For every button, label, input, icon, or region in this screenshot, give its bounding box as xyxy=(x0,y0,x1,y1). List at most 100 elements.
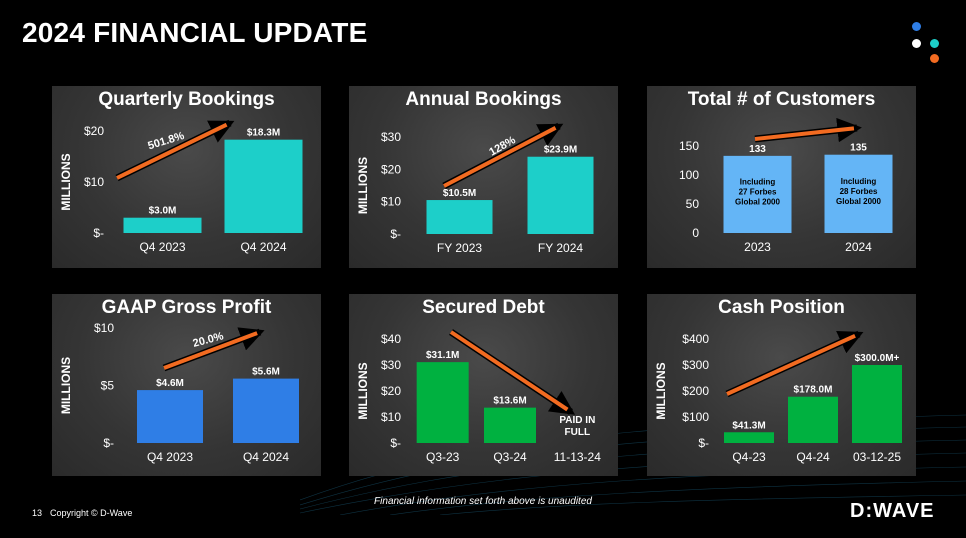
data-label: $18.3M xyxy=(247,128,280,139)
y-tick-label: $20 xyxy=(381,384,401,398)
x-tick-label: Q3-24 xyxy=(493,450,527,464)
brand-logo: D:WAVE xyxy=(850,500,935,522)
data-label: $3.0M xyxy=(149,206,177,217)
panel-title: Cash Position xyxy=(718,297,845,318)
data-label: $41.3M xyxy=(732,420,765,431)
data-label: $300.0M+ xyxy=(855,353,900,364)
white-dot-icon xyxy=(912,39,921,48)
x-tick-label: 2023 xyxy=(744,240,771,254)
data-label: $5.6M xyxy=(252,367,280,378)
y-tick-label: $40 xyxy=(381,332,401,346)
bar-note: 27 Forbes xyxy=(739,187,777,196)
quarterly-bookings-panel: Quarterly Bookings MILLIONS $- $10 $20 $3.0M… xyxy=(52,86,321,268)
x-tick-label: Q4 2023 xyxy=(139,240,185,254)
data-label: 135 xyxy=(850,143,867,154)
trend-arrow xyxy=(443,126,557,188)
data-label: $10.5M xyxy=(443,188,476,199)
x-tick-label: Q4 2024 xyxy=(240,240,286,254)
teal-dot-icon xyxy=(930,39,939,48)
page-number: 13 xyxy=(32,508,43,518)
bar xyxy=(723,155,792,233)
orange-dot-icon xyxy=(930,54,939,63)
bar xyxy=(724,432,774,443)
y-tick-label: $20 xyxy=(381,162,401,176)
annual-bookings-chart: MILLIONS $- $10 $20 $30 $10.5M FY 2023 $23.9M FY… xyxy=(356,122,594,255)
data-label: $13.6M xyxy=(493,396,526,407)
y-axis-label: MILLIONS xyxy=(356,362,370,419)
x-tick-label: FY 2024 xyxy=(538,241,583,255)
bar xyxy=(824,154,893,233)
panel-title: Secured Debt xyxy=(422,297,545,318)
y-tick-label: 0 xyxy=(692,226,699,240)
y-tick-label: $100 xyxy=(682,410,709,424)
bar-note: Including xyxy=(841,177,877,186)
y-axis-label: MILLIONS xyxy=(654,362,668,419)
cash-position-panel: Cash Position MILLIONS $- $100 $200 $300 $400… xyxy=(647,294,916,476)
bar xyxy=(484,407,536,443)
disclaimer-text: Financial information set forth above is… xyxy=(374,496,592,507)
bar xyxy=(416,362,469,443)
x-tick-label: 2024 xyxy=(845,240,872,254)
y-tick-label: $300 xyxy=(682,358,709,372)
trend-arrow xyxy=(163,331,258,370)
x-tick-label: 11-13-24 xyxy=(554,450,601,464)
bar xyxy=(527,156,594,234)
bar-note: Including xyxy=(740,177,776,186)
x-tick-label: Q3-23 xyxy=(426,450,460,464)
y-tick-label: 50 xyxy=(686,197,700,211)
data-label: $23.9M xyxy=(544,145,577,156)
x-tick-label: Q4-24 xyxy=(796,450,830,464)
panel-title: Annual Bookings xyxy=(405,89,562,110)
x-tick-label: Q4-23 xyxy=(732,450,766,464)
bar xyxy=(788,396,838,443)
y-tick-label: 150 xyxy=(679,139,699,153)
y-tick-label: $20 xyxy=(84,124,104,138)
trend-arrow xyxy=(449,330,569,412)
y-tick-label: $10 xyxy=(84,175,104,189)
panel-title: GAAP Gross Profit xyxy=(101,297,272,318)
total-customers-panel: Total # of Customers 0 50 100 150 133 Includi… xyxy=(647,86,916,268)
y-axis-label: MILLIONS xyxy=(59,357,73,414)
y-tick-label: $- xyxy=(698,436,709,450)
blue-dot-icon xyxy=(912,22,921,31)
data-label: FULL xyxy=(565,427,591,438)
data-label: $4.6M xyxy=(156,378,184,389)
secured-debt-chart: MILLIONS $- $10 $20 $30 $40 $31.1M Q3-23 $13.6M Q… xyxy=(356,329,601,464)
data-label: PAID IN xyxy=(559,415,595,426)
bar-note: 28 Forbes xyxy=(840,187,878,196)
bar xyxy=(224,139,303,233)
y-tick-label: $- xyxy=(103,436,114,450)
y-tick-label: $10 xyxy=(94,321,114,335)
y-tick-label: 100 xyxy=(679,168,699,182)
trend-arrow xyxy=(754,126,855,141)
y-tick-label: $- xyxy=(390,227,401,241)
bar-note: Global 2000 xyxy=(836,197,881,206)
y-tick-label: $- xyxy=(93,226,104,240)
y-tick-label: $30 xyxy=(381,130,401,144)
bar xyxy=(123,217,202,233)
annual-bookings-panel: Annual Bookings MILLIONS $- $10 $20 $30 $10.5… xyxy=(349,86,618,268)
x-tick-label: Q4 2023 xyxy=(147,450,193,464)
x-tick-label: FY 2023 xyxy=(437,241,482,255)
y-tick-label: $30 xyxy=(381,358,401,372)
bar-note: Global 2000 xyxy=(735,197,780,206)
cash-position-chart: MILLIONS $- $100 $200 $300 $400 $41.3M Q4-23 $17… xyxy=(654,330,902,464)
data-label: $31.1M xyxy=(426,350,459,361)
bar xyxy=(137,390,203,443)
panel-title: Total # of Customers xyxy=(687,89,876,110)
trend-arrow xyxy=(116,122,228,180)
y-axis-label: MILLIONS xyxy=(356,157,370,214)
y-tick-label: $5 xyxy=(101,379,115,393)
x-tick-label: 03-12-25 xyxy=(853,450,901,464)
secured-debt-panel: Secured Debt MILLIONS $- $10 $20 $30 $40 $31.1… xyxy=(349,294,618,476)
copyright-text: Copyright © D-Wave xyxy=(50,508,133,518)
logo-dots-icon xyxy=(912,22,942,68)
bar xyxy=(852,365,902,443)
panel-title: Quarterly Bookings xyxy=(98,89,275,110)
page-title: 2024 FINANCIAL UPDATE xyxy=(22,17,368,48)
quarterly-bookings-chart: MILLIONS $- $10 $20 $3.0M Q4 2023 $18.3M Q4 202… xyxy=(59,119,303,254)
x-tick-label: Q4 2024 xyxy=(243,450,289,464)
y-tick-label: $- xyxy=(390,436,401,450)
